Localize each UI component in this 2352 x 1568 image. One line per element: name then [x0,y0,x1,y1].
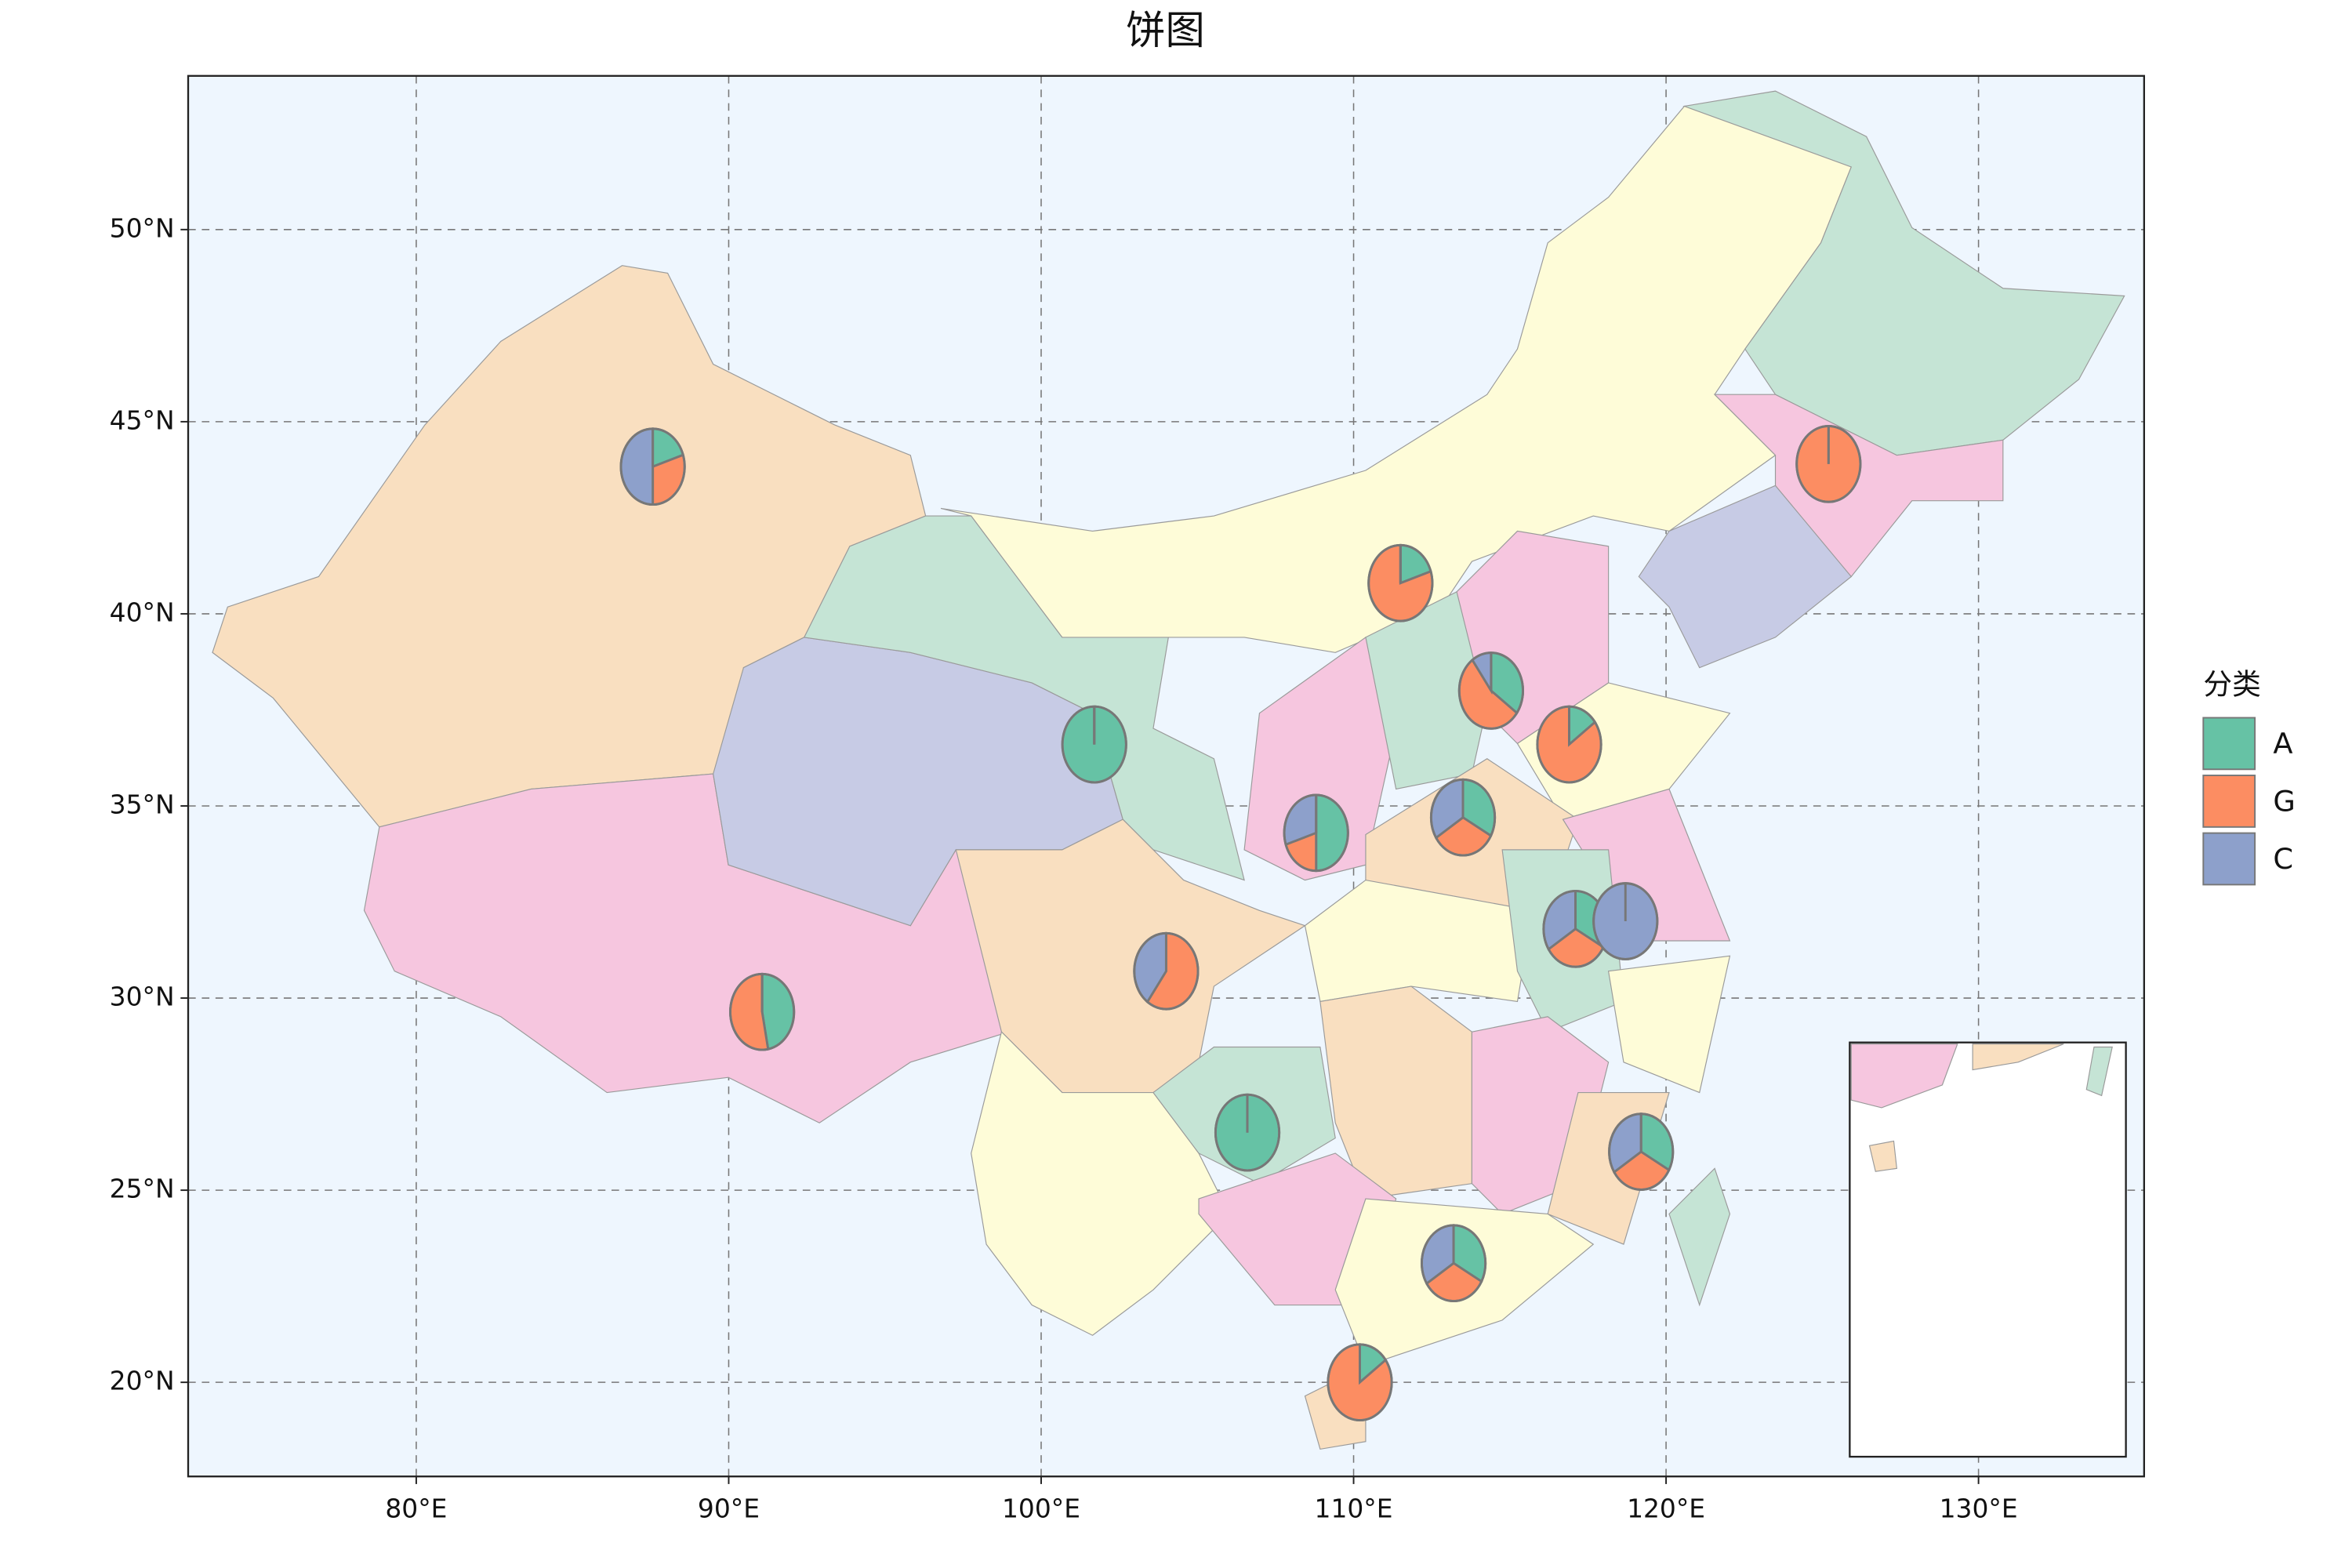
pie [1592,882,1659,960]
region [1972,1044,2064,1071]
pie-outline [1420,1224,1487,1303]
pies [619,424,1862,1421]
y-tick-label: 45°N [110,405,175,435]
pie [1133,931,1200,1011]
pie [1457,652,1524,730]
pie-outline [729,972,796,1051]
legend-swatch [2202,717,2256,771]
y-tick-label: 40°N [110,597,175,627]
region [1607,955,1731,1094]
pie [1327,1343,1393,1421]
x-tick-label: 120°E [1627,1493,1705,1523]
x-tick-label: 130°E [1940,1493,2018,1523]
pie [1608,1112,1675,1191]
pie-outline [1061,705,1127,784]
pie-outline [1608,1112,1675,1191]
y-tick-label: 25°N [110,1174,175,1204]
legend-title: 分类 [2203,667,2261,701]
region [1868,1140,1897,1172]
pie [619,427,686,506]
pie [729,972,796,1051]
pie-outline [1429,778,1497,857]
y-tick-label: 20°N [110,1366,175,1396]
pie-outline [1133,931,1200,1011]
pie [1214,1093,1281,1172]
region [1638,485,1853,669]
region [803,515,1245,881]
pie-outline [1536,705,1602,784]
x-tick-label: 100°E [1002,1493,1080,1523]
pie-outline [1327,1343,1393,1421]
pie [1429,778,1497,857]
pie [1795,424,1862,503]
pie-outline [1283,793,1349,873]
region [2085,1046,2113,1097]
legend: AGC [2202,717,2296,886]
region [1850,1044,1958,1109]
legend-label: C [2273,842,2293,876]
y-tick-label: 35°N [110,789,175,819]
pie [1367,543,1434,622]
plot-frame [187,74,2145,1478]
pie-outline [1795,424,1862,503]
pie [1283,793,1349,873]
legend-label: A [2273,727,2292,760]
pie-outline [1457,652,1524,730]
legend-swatch [2202,832,2256,886]
pie [1061,705,1127,784]
pie [1420,1224,1487,1303]
pie-outline [1214,1093,1281,1172]
pie-outline [1592,882,1659,960]
y-tick-label: 30°N [110,982,175,1012]
y-tick-label: 50°N [110,212,175,243]
inset-map [1849,1041,2127,1458]
pie-outline [1367,543,1434,622]
legend-label: G [2273,784,2296,818]
region [1682,90,2125,456]
legend-swatch [2202,775,2256,828]
x-tick-label: 80°E [385,1493,447,1523]
pie-outline [619,427,686,506]
x-tick-label: 90°E [698,1493,760,1523]
chart-title: 饼图 [1126,7,1205,53]
inset-frame [1849,1041,2127,1458]
map [212,90,2125,1450]
x-tick-label: 110°E [1315,1493,1393,1523]
region [1668,1167,1731,1307]
pie [1536,705,1602,784]
